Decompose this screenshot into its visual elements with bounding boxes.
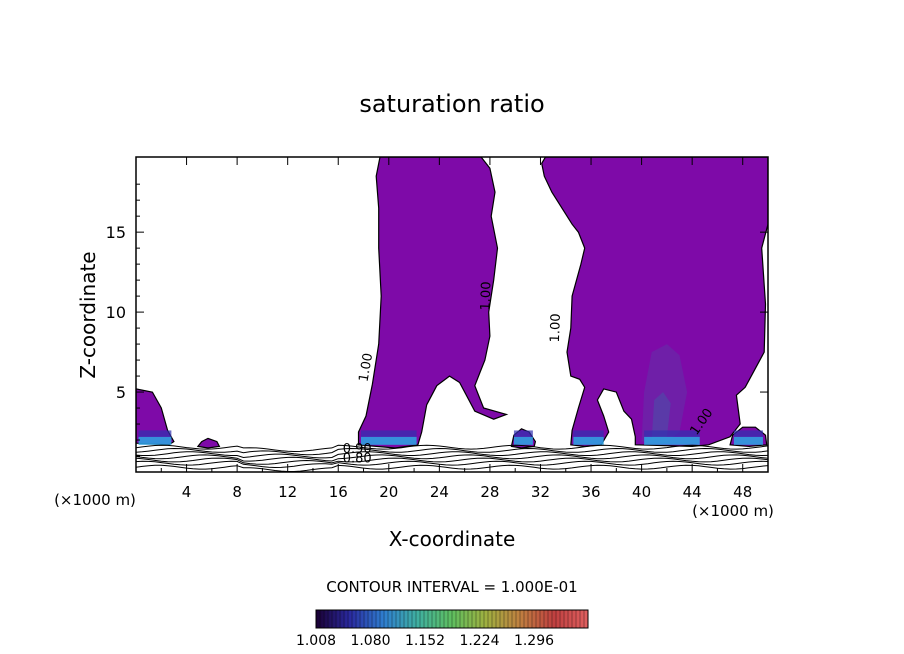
y-tick-label: 5 [116, 383, 126, 402]
cloud-base-highlight [513, 436, 533, 445]
region-column-2 [541, 157, 768, 448]
isoline [136, 457, 768, 465]
saturated-regions [136, 157, 768, 449]
contour-label: 1.00 [548, 313, 564, 342]
x-tick-label: 16 [329, 483, 348, 501]
x-tick-label: 36 [581, 483, 600, 501]
x-tick-label: 24 [430, 483, 449, 501]
region-blob-6km [196, 437, 221, 449]
cloud-base-highlight [360, 436, 417, 445]
cloud-base-highlight [644, 436, 700, 445]
isoline [136, 451, 768, 459]
x-tick-label: 28 [480, 483, 499, 501]
x-tick-label: 20 [379, 483, 398, 501]
isoline [136, 464, 768, 472]
cloud-base-shade [644, 430, 700, 437]
colorbar-labels: 1.008 1.080 1.152 1.224 1.296 [296, 633, 554, 649]
x-tick-label: 12 [278, 483, 297, 501]
y-tick-label: 15 [106, 223, 126, 242]
plot-area [136, 157, 768, 472]
y-tick-label: 10 [106, 303, 126, 322]
cloud-base-highlight [573, 436, 604, 445]
cloud-base-highlight [138, 436, 172, 445]
contour-label: 1.00 [478, 281, 494, 310]
x-unit-right: (×1000 m) [692, 502, 774, 520]
cloud-base-shade [573, 430, 604, 437]
y-axis-ticks: 5 10 15 [106, 183, 768, 457]
y-axis-label: Z-coordinate [76, 251, 100, 378]
colorbar-label: 1.152 [405, 633, 445, 649]
colorbar-label: 1.224 [459, 633, 499, 649]
contour-label: 1.00 [356, 352, 376, 383]
x-tick-label: 8 [232, 483, 242, 501]
cloud-base-shade [360, 430, 417, 437]
cloud-base-shade [733, 430, 763, 437]
isoline [136, 454, 768, 462]
x-axis-label: X-coordinate [389, 527, 516, 551]
isoline [136, 444, 768, 453]
enhanced-region [651, 392, 671, 440]
region-column-1 [357, 157, 509, 449]
x-tick-label: 32 [531, 483, 550, 501]
x-tick-label: 48 [733, 483, 752, 501]
x-tick-label: 40 [632, 483, 651, 501]
contour-label: 0.80 [343, 451, 372, 466]
contour-label: 0.90 [343, 442, 372, 457]
colorbar-stripes [315, 610, 589, 628]
colorbar-label: 1.080 [350, 633, 390, 649]
chart-title: saturation ratio [359, 90, 544, 118]
cloud-base-highlight [733, 436, 763, 445]
contour-interval-text: CONTOUR INTERVAL = 1.000E-01 [326, 578, 577, 596]
cloud-base-shade [513, 430, 533, 437]
plot-frame [135, 156, 769, 473]
cloud-base-shade [138, 430, 172, 437]
isoline [136, 460, 768, 469]
x-tick-label: 4 [182, 483, 192, 501]
x-unit-left: (×1000 m) [54, 491, 136, 509]
x-axis-ticks: 4 8 12 16 20 24 28 32 36 40 44 48 [160, 157, 752, 501]
x-tick-label: 44 [683, 483, 702, 501]
colorbar-label: 1.296 [514, 633, 554, 649]
enhanced-region [641, 344, 688, 442]
isoline [136, 447, 768, 456]
colorbar-label: 1.008 [296, 633, 336, 649]
colorbar: 1.008 1.080 1.152 1.224 1.296 [296, 609, 589, 649]
boundary-isolines [136, 444, 768, 472]
